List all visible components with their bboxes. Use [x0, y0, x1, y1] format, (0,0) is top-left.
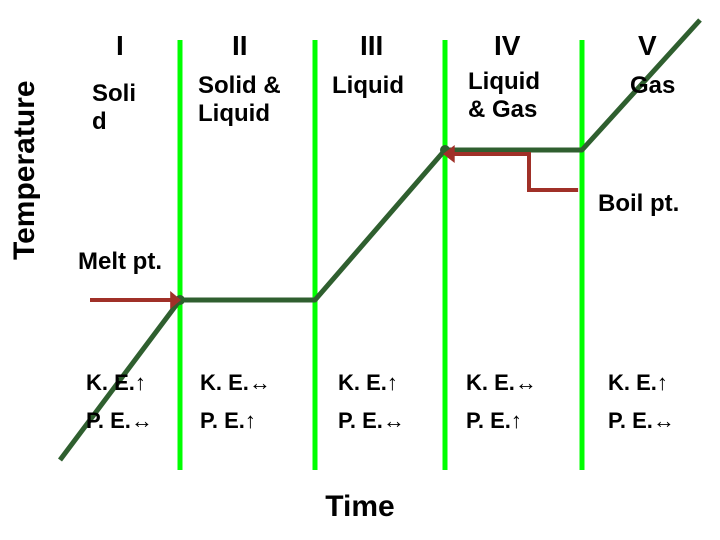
phase-label-3: Liquid [332, 72, 442, 100]
region-label-3: III [360, 30, 383, 62]
kinetic-energy-label-4: K. E.↔ [466, 370, 537, 396]
potential-energy-label-4: P. E.↑ [466, 408, 522, 434]
region-label-1: I [116, 30, 124, 62]
kinetic-energy-label-5: K. E.↑ [608, 370, 668, 396]
region-label-4: IV [494, 30, 520, 62]
kinetic-energy-label-2: K. E.↔ [200, 370, 271, 396]
potential-energy-label-3: P. E.↔ [338, 408, 405, 434]
phase-label-2: Solid & Liquid [198, 72, 318, 128]
y-axis-label: Temperature [8, 80, 42, 260]
potential-energy-label-1: P. E.↔ [86, 408, 153, 434]
phase-label-1: Soli d [92, 80, 172, 136]
kinetic-energy-label-3: K. E.↑ [338, 370, 398, 396]
region-label-2: II [232, 30, 248, 62]
region-label-5: V [638, 30, 657, 62]
potential-energy-label-5: P. E.↔ [608, 408, 675, 434]
boil-point-label: Boil pt. [598, 190, 679, 218]
phase-label-5: Gas [630, 72, 710, 100]
kinetic-energy-label-1: K. E.↑ [86, 370, 146, 396]
phase-label-4: Liquid & Gas [468, 68, 578, 124]
heating-curve-diagram: IIIIIIIVVSoli dSolid & LiquidLiquidLiqui… [0, 0, 720, 540]
melt-point-label: Melt pt. [78, 248, 162, 276]
potential-energy-label-2: P. E.↑ [200, 408, 256, 434]
x-axis-label: Time [0, 490, 720, 524]
